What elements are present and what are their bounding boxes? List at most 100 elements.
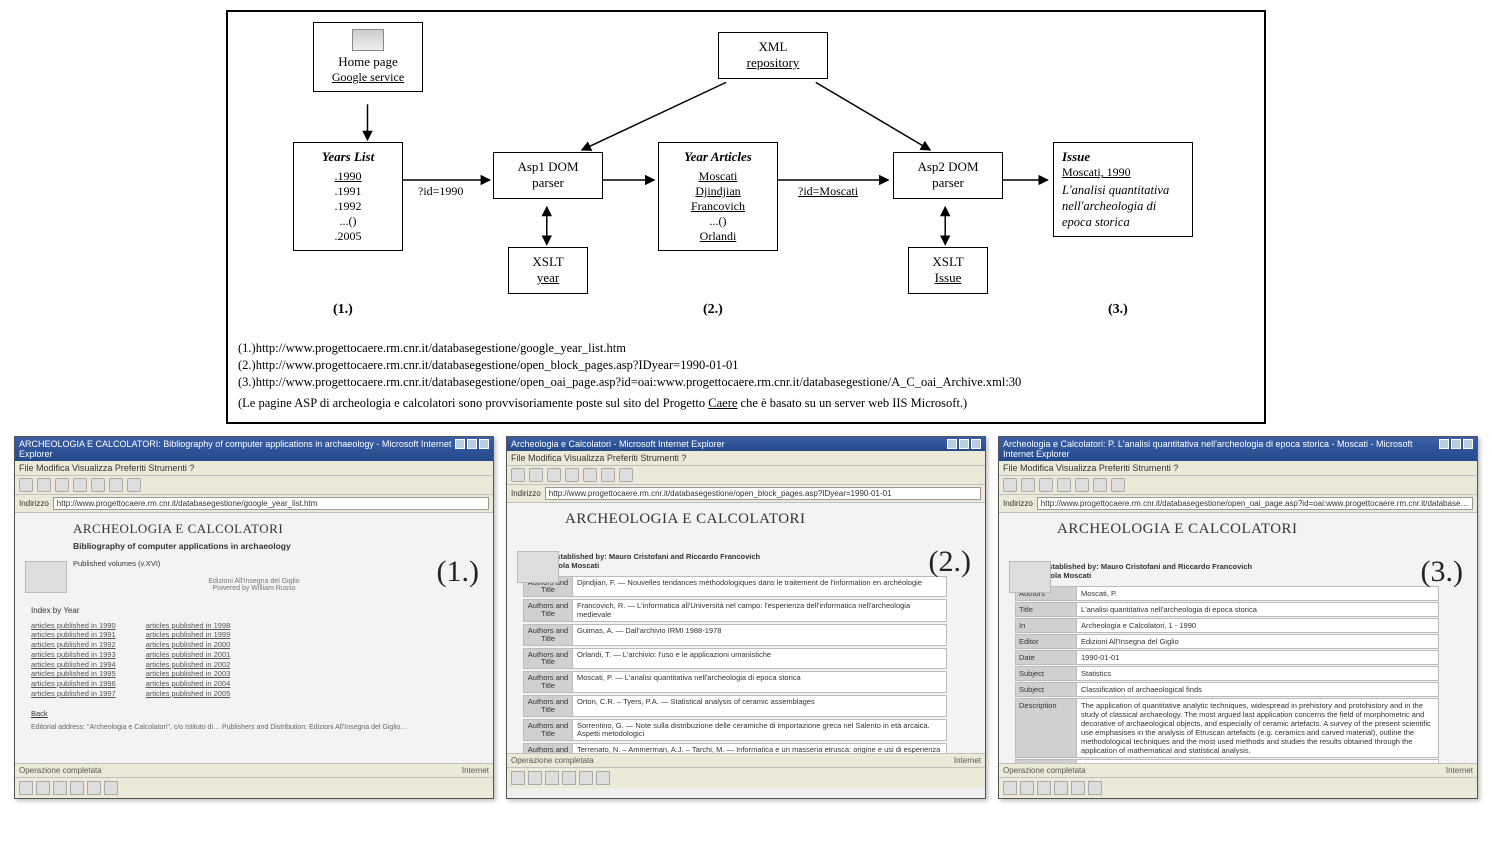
search-icon[interactable] <box>601 468 615 482</box>
taskbar-icon[interactable] <box>579 771 593 785</box>
taskbar-icon[interactable] <box>1088 781 1102 795</box>
meta-key: Description <box>1015 759 1077 763</box>
toolbar <box>507 466 985 485</box>
minimize-icon[interactable] <box>455 439 465 449</box>
refresh-icon[interactable] <box>73 478 87 492</box>
address-input[interactable]: http://www.progettocaere.rm.cnr.it/datab… <box>1037 497 1473 510</box>
article-row[interactable]: Authors and TitleMoscati, P. — L'analisi… <box>523 671 947 693</box>
address-input[interactable]: http://www.progettocaere.rm.cnr.it/datab… <box>53 497 489 510</box>
menubar[interactable]: File Modifica Visualizza Preferiti Strum… <box>507 451 985 466</box>
back-icon[interactable] <box>19 478 33 492</box>
taskbar-icon[interactable] <box>87 781 101 795</box>
address-input[interactable]: http://www.progettocaere.rm.cnr.it/datab… <box>545 487 981 500</box>
forward-icon[interactable] <box>1021 478 1035 492</box>
row-label: Authors and Title <box>523 648 573 670</box>
close-icon[interactable] <box>1463 439 1473 449</box>
taskbar-icon[interactable] <box>53 781 67 795</box>
back-icon[interactable] <box>1003 478 1017 492</box>
close-icon[interactable] <box>479 439 489 449</box>
minimize-icon[interactable] <box>1439 439 1449 449</box>
article-row[interactable]: Authors and TitleTerrenato, N. – Ammerma… <box>523 743 947 752</box>
metadata-row: EditorEdizioni All'Insegna del Giglio <box>1015 634 1439 649</box>
taskbar-icon[interactable] <box>1037 781 1051 795</box>
year-link[interactable]: articles published in 2000 <box>146 640 231 650</box>
year-link[interactable]: articles published in 1994 <box>31 660 116 670</box>
year-link[interactable]: articles published in 2002 <box>146 660 231 670</box>
taskbar-icon[interactable] <box>1020 781 1034 795</box>
back-icon[interactable] <box>511 468 525 482</box>
year-link[interactable]: articles published in 1990 <box>31 621 116 631</box>
meta-value: L'analisi quantitativa nell'archeologia … <box>1077 602 1439 617</box>
article-row[interactable]: Authors and TitleFrancovich, R. — L'info… <box>523 599 947 622</box>
taskbar-icon[interactable] <box>36 781 50 795</box>
taskbar-icon[interactable] <box>104 781 118 795</box>
year-link[interactable]: articles published in 1993 <box>31 650 116 660</box>
edge-label-id-1990: ?id=1990 <box>416 184 465 199</box>
maximize-icon[interactable] <box>467 439 477 449</box>
article-row[interactable]: Authors and TitleGuimas, A. — Dall'archi… <box>523 624 947 646</box>
back-link[interactable]: Back <box>31 709 485 718</box>
year-link[interactable]: articles published in 2001 <box>146 650 231 660</box>
taskbar-icon[interactable] <box>511 771 525 785</box>
taskbar-icon[interactable] <box>1071 781 1085 795</box>
menubar[interactable]: File Modifica Visualizza Preferiti Strum… <box>15 461 493 476</box>
minimize-icon[interactable] <box>947 439 957 449</box>
taskbar-icon[interactable] <box>545 771 559 785</box>
taskbar-icon[interactable] <box>528 771 542 785</box>
forward-icon[interactable] <box>37 478 51 492</box>
published-line: Published volumes (v.XVI) <box>73 559 485 568</box>
maximize-icon[interactable] <box>1451 439 1461 449</box>
article-row[interactable]: Authors and TitleSorrentino, G. — Note s… <box>523 719 947 742</box>
edge-label-id-moscati: ?id=Moscati <box>796 184 860 199</box>
stop-icon[interactable] <box>1039 478 1053 492</box>
statusbar: Operazione completata Internet <box>999 763 1477 777</box>
favorites-icon[interactable] <box>127 478 141 492</box>
row-value: Orton, C.R. – Tyers, P.A. — Statistical … <box>573 695 947 717</box>
taskbar-icon[interactable] <box>19 781 33 795</box>
search-icon[interactable] <box>109 478 123 492</box>
stop-icon[interactable] <box>547 468 561 482</box>
meta-key: Date <box>1015 650 1077 665</box>
year-articles-title: Year Articles <box>667 149 769 165</box>
refresh-icon[interactable] <box>565 468 579 482</box>
url-note-after: che è basato su un server web IIS Micros… <box>737 396 967 410</box>
stop-icon[interactable] <box>55 478 69 492</box>
article-row[interactable]: Authors and TitleDjindjian, F. — Nouvell… <box>523 576 947 598</box>
home-icon[interactable] <box>583 468 597 482</box>
address-bar: Indirizzo http://www.progettocaere.rm.cn… <box>999 495 1477 513</box>
article-row[interactable]: Authors and TitleOrlandi, T. — L'archivi… <box>523 648 947 670</box>
taskbar-icon[interactable] <box>1054 781 1068 795</box>
article-row[interactable]: Authors and TitleOrton, C.R. – Tyers, P.… <box>523 695 947 717</box>
favorites-icon[interactable] <box>1111 478 1125 492</box>
taskbar-icon[interactable] <box>70 781 84 795</box>
year-link[interactable]: articles published in 1999 <box>146 630 231 640</box>
menubar[interactable]: File Modifica Visualizza Preferiti Strum… <box>999 461 1477 476</box>
year-link[interactable]: articles published in 1992 <box>31 640 116 650</box>
year-link[interactable]: articles published in 2004 <box>146 679 231 689</box>
year-link[interactable]: articles published in 1995 <box>31 669 116 679</box>
taskbar-icon[interactable] <box>596 771 610 785</box>
meta-key: Title <box>1015 602 1077 617</box>
home-icon[interactable] <box>91 478 105 492</box>
search-icon[interactable] <box>1093 478 1107 492</box>
url-list: (1.)http://www.progettocaere.rm.cnr.it/d… <box>238 340 1254 412</box>
year-link[interactable]: articles published in 2003 <box>146 669 231 679</box>
year-link[interactable]: articles published in 1991 <box>31 630 116 640</box>
browser-window-2: Archeologia e Calcolatori - Microsoft In… <box>506 436 986 799</box>
xmlrepo-line1: XML <box>727 39 819 55</box>
page-subtitle: Bibliography of computer applications in… <box>73 541 485 551</box>
taskbar-icon[interactable] <box>562 771 576 785</box>
architecture-diagram: Home page Google service Years List .199… <box>226 10 1266 424</box>
taskbar-icon[interactable] <box>1003 781 1017 795</box>
year-link[interactable]: articles published in 1997 <box>31 689 116 699</box>
forward-icon[interactable] <box>529 468 543 482</box>
home-icon[interactable] <box>1075 478 1089 492</box>
close-icon[interactable] <box>971 439 981 449</box>
year-link[interactable]: articles published in 2005 <box>146 689 231 699</box>
year-link[interactable]: articles published in 1996 <box>31 679 116 689</box>
favorites-icon[interactable] <box>619 468 633 482</box>
refresh-icon[interactable] <box>1057 478 1071 492</box>
metadata-row: AuthorsMoscati, P. <box>1015 586 1439 601</box>
year-link[interactable]: articles published in 1998 <box>146 621 231 631</box>
maximize-icon[interactable] <box>959 439 969 449</box>
